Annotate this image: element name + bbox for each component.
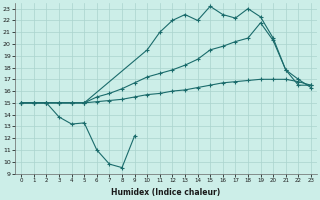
X-axis label: Humidex (Indice chaleur): Humidex (Indice chaleur) [111, 188, 221, 197]
